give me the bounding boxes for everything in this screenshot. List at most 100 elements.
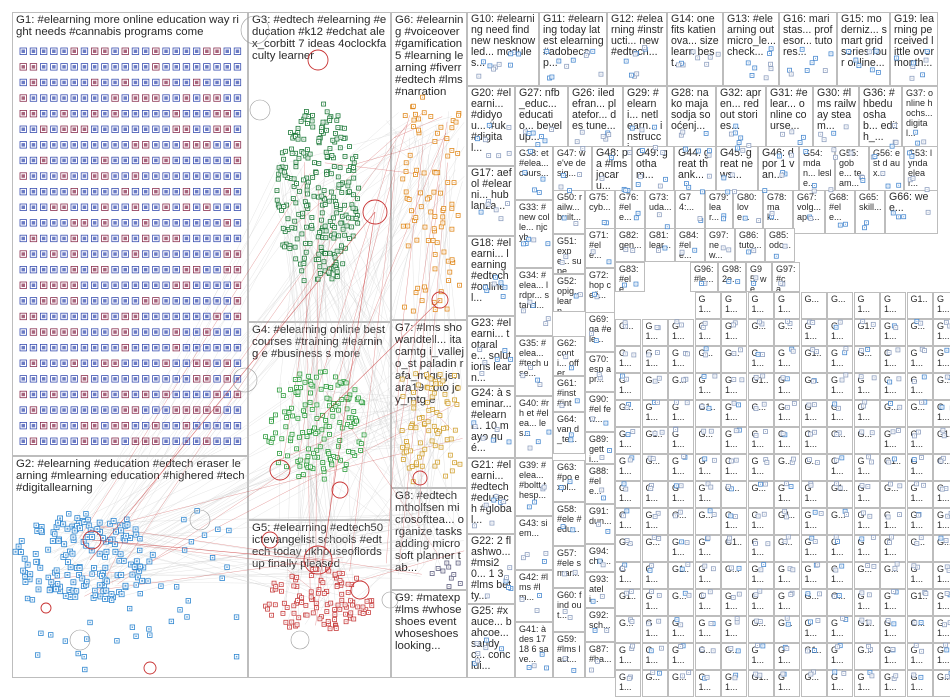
small-group-box: G1..: [721, 535, 747, 562]
group-label: G62: conti... offer...: [557, 338, 582, 376]
small-group-label: G...: [699, 510, 718, 520]
small-group-box: G1..: [695, 400, 721, 427]
small-group-label: G1...: [937, 510, 950, 530]
small-group-label: G1...: [805, 429, 824, 449]
small-group-label: G1...: [937, 591, 950, 611]
group-box-g15: G15: moderniz... smart grid series four …: [837, 12, 890, 86]
group-label: G70: esp apr...: [589, 354, 612, 384]
small-group-box: G1..: [615, 589, 641, 616]
group-label: G42: #lms #lm...: [519, 572, 550, 602]
small-group-box: G...: [933, 373, 950, 400]
small-group-label: G1..: [805, 645, 824, 655]
group-label: G98: 2e...: [722, 264, 743, 284]
group-box-g43: G43: siem...: [515, 516, 553, 570]
group-box-g23: G23: #elearni... totarale... solutions l…: [467, 316, 515, 386]
group-box-g39: G39: #elea... #boltt thesp...: [515, 458, 553, 516]
small-group-box: G...: [880, 562, 906, 589]
small-group-label: G1...: [646, 618, 665, 638]
group-label: G43: siem...: [519, 518, 550, 538]
small-group-label: G...: [752, 483, 771, 493]
small-group-label: G1...: [911, 375, 930, 395]
group-box-g41: G41: à des 17 18 6 save...: [515, 622, 553, 678]
small-group-label: G1...: [911, 672, 930, 692]
small-group-box: G...: [907, 535, 933, 562]
group-box-g9: G9: #matexp #lms #whoseshoes event whose…: [391, 590, 467, 678]
small-group-box: G...: [721, 481, 747, 508]
small-group-box: G1...: [721, 292, 747, 319]
small-group-box: G...: [748, 616, 774, 643]
small-group-label: G1...: [937, 348, 950, 368]
small-group-box: G1...: [668, 454, 694, 481]
small-group-label: G1...: [699, 456, 718, 476]
small-group-box: G1...: [933, 346, 950, 373]
group-label: G82: gen...: [619, 230, 642, 250]
small-group-box: G1...: [933, 292, 950, 319]
small-group-box: G...: [695, 643, 721, 670]
small-group-box: G1...: [880, 535, 906, 562]
group-label: G25: #xauce... bahcoe... sandyc... concl…: [471, 606, 512, 672]
small-group-label: G...: [778, 456, 797, 466]
small-group-label: G...: [911, 402, 930, 412]
small-group-box: G...: [854, 643, 880, 670]
small-group-label: G1...: [752, 510, 771, 530]
small-group-label: G1..: [778, 510, 797, 520]
group-box-g2: G2: #elearning #education #edtech eraser…: [12, 456, 248, 678]
small-group-box: G1...: [668, 319, 694, 346]
small-group-box: G1...: [933, 319, 950, 346]
group-label: G19: learning perceived little over mont…: [894, 14, 935, 69]
small-group-box: G1...: [854, 454, 880, 481]
small-group-label: G...: [831, 294, 850, 304]
group-box-g97: G97: new...: [705, 228, 735, 262]
group-label: G54: mdan... lesle...: [803, 148, 832, 188]
group-box-g61: G61: #inst #inte...: [553, 376, 585, 412]
small-group-label: G1...: [699, 294, 718, 314]
small-group-label: G1..: [752, 672, 771, 682]
small-group-label: G...: [858, 645, 877, 655]
small-group-box: G1...: [907, 481, 933, 508]
small-group-box: G...: [801, 589, 827, 616]
small-group-label: G...: [858, 429, 877, 439]
group-box-g98: G98: 2e...: [718, 262, 746, 292]
small-group-label: G1...: [619, 672, 638, 692]
group-label: G5: #elearning #edtech50 ictevangelist s…: [252, 522, 388, 570]
small-group-box: G1...: [615, 373, 641, 400]
small-group-label: G...: [937, 375, 950, 385]
small-group-box: G1...: [695, 562, 721, 589]
small-group-label: G...: [937, 456, 950, 466]
small-group-box: G1..: [907, 589, 933, 616]
group-label: G17: aefol #elearni... hub lanza...: [471, 168, 512, 212]
group-box-g6: G6: #elearning #voiceover #gamification …: [391, 12, 467, 320]
group-label: G6: #elearning #voiceover #gamification …: [395, 14, 464, 98]
group-label: G32: apren... red out stories...: [720, 88, 763, 132]
small-group-box: G1...: [668, 481, 694, 508]
small-group-box: G1..: [801, 346, 827, 373]
small-group-box: G...: [774, 454, 800, 481]
small-group-label: G1...: [884, 348, 903, 368]
group-box-g1: G1: #elearning more online education way…: [12, 12, 248, 456]
small-group-label: G1..: [937, 429, 950, 439]
small-group-box: G1...: [854, 292, 880, 319]
group-label: G73: uda...: [649, 192, 672, 212]
small-group-box: G...: [668, 508, 694, 535]
small-group-box: G1...: [721, 589, 747, 616]
group-label: G64: van d_te...: [557, 414, 582, 444]
group-box-g10: G10: #elearning need find new nesknowled…: [467, 12, 539, 86]
group-label: G95: we...: [750, 264, 769, 292]
small-group-box: G1...: [933, 400, 950, 427]
small-group-box: G1...: [615, 643, 641, 670]
small-group-box: G1...: [933, 562, 950, 589]
small-group-box: G...: [933, 670, 950, 697]
group-box-g81: G81: lear...: [645, 228, 675, 262]
small-group-box: G1...: [880, 616, 906, 643]
small-group-label: G1...: [805, 564, 824, 584]
small-group-box: G1...: [801, 481, 827, 508]
group-label: G10: #elearning need find new nesknowled…: [471, 14, 536, 69]
group-label: G45: great news...: [720, 148, 755, 181]
group-label: G78: mak...: [767, 192, 790, 222]
small-group-label: G...: [831, 591, 850, 601]
group-box-g97b: G97: #ca...: [772, 262, 800, 292]
small-group-label: G1...: [858, 537, 877, 557]
small-group-label: G1...: [831, 402, 850, 422]
group-label: G57: #ele smar...: [557, 548, 582, 578]
small-group-label: G1...: [884, 537, 903, 557]
